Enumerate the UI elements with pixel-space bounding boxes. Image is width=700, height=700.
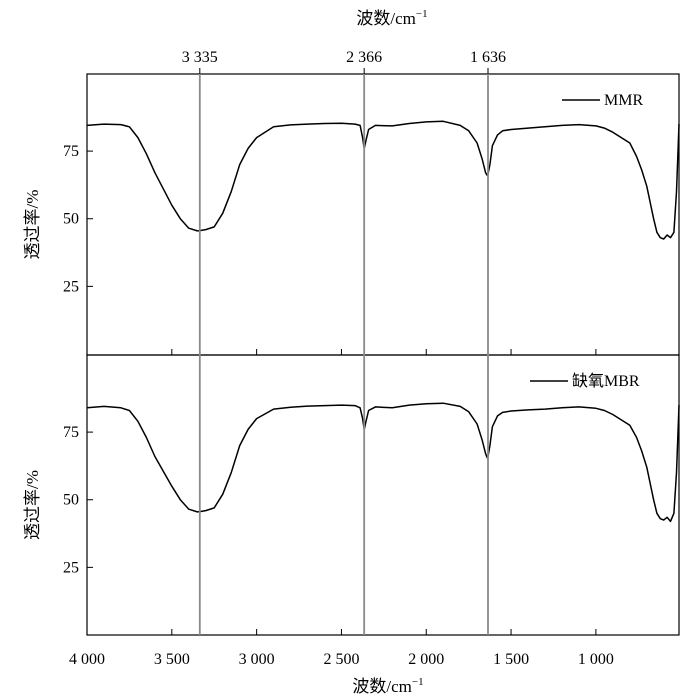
plot-frame (86, 354, 680, 636)
x-tick-label: 2 500 (323, 651, 359, 668)
panel-1: 25 50 75 透过率/% MMR (23, 73, 680, 356)
reference-line-label: 3 335 (182, 49, 218, 66)
plot-frame (86, 73, 680, 356)
y-tick-label: 25 (63, 559, 79, 576)
x-axis-title: 波数/cm−1 (352, 676, 423, 696)
legend-label: MMR (604, 92, 643, 109)
y-tick-label: 50 (63, 492, 79, 509)
reference-line-label: 1 636 (470, 49, 506, 66)
top-axis: 波数/cm−1 3 335 2 366 1 636 (182, 8, 506, 74)
series-line (86, 120, 680, 240)
legend-label: 缺氧MBR (572, 372, 640, 390)
reference-lines (198, 74, 489, 635)
top-axis-title: 波数/cm−1 (356, 8, 427, 28)
y-tick-label: 50 (63, 211, 79, 228)
x-tick-label: 2 000 (408, 651, 444, 668)
y-axis-title: 透过率/% (23, 470, 42, 540)
x-axis: 4 000 3 500 3 000 2 500 2 000 1 500 1 000 (69, 651, 614, 668)
x-tick-label: 3 500 (154, 651, 190, 668)
x-tick-label: 3 000 (239, 651, 275, 668)
panel-2: 25 50 75 透过率/% 缺氧MBR (23, 354, 680, 636)
y-tick-label: 25 (63, 278, 79, 295)
series-line (86, 402, 680, 523)
y-tick-label: 75 (63, 143, 79, 160)
x-tick-label: 1 500 (493, 651, 529, 668)
x-tick-label: 4 000 (69, 651, 105, 668)
x-tick-label: 1 000 (578, 651, 614, 668)
y-tick-label: 75 (63, 424, 79, 441)
y-axis-title: 透过率/% (23, 190, 42, 260)
reference-line-label: 2 366 (346, 49, 382, 66)
